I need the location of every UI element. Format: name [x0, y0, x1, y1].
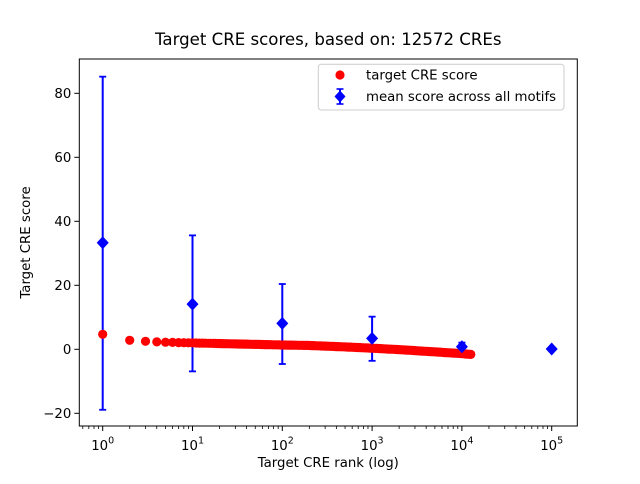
- x-tick-label: 105: [540, 436, 563, 455]
- y-axis-ticks: −20 0 20 40 60 80: [43, 87, 80, 422]
- mean-score-diamond: [96, 236, 109, 250]
- y-tick-label: 60: [54, 151, 71, 166]
- x-axis-ticks: 100 101 102 103 104 105: [82, 426, 563, 455]
- y-axis-label: Target CRE score: [19, 186, 34, 299]
- y-tick-label: 80: [54, 87, 71, 102]
- legend-frame: [317, 63, 565, 111]
- target-score-point: [98, 329, 108, 339]
- mean-score-diamond: [186, 297, 199, 311]
- x-tick-label: 100: [91, 436, 114, 455]
- y-tick-label: 0: [63, 343, 71, 358]
- chart-title: Target CRE scores, based on: 12572 CREs: [154, 30, 501, 49]
- legend-mean-score-marker-icon: [334, 88, 346, 105]
- y-tick-label: 40: [54, 215, 71, 230]
- mean-score-diamond: [366, 331, 379, 345]
- target-score-point: [125, 335, 135, 345]
- target-score-point: [160, 337, 171, 347]
- mean-score-diamond: [545, 342, 558, 356]
- plot-frame: [78, 58, 578, 427]
- target-score-point: [466, 349, 476, 359]
- x-tick-label: 103: [361, 436, 384, 455]
- mean-score-diamond: [455, 340, 468, 354]
- target-score-point: [152, 337, 162, 347]
- target-score-points: [98, 329, 476, 359]
- legend-label-mean-score: mean score across all motifs: [366, 90, 556, 105]
- legend-label-target-score: target CRE score: [366, 69, 478, 84]
- x-tick-label: 104: [450, 436, 473, 455]
- legend-target-score-marker-icon: [335, 70, 345, 80]
- x-tick-label: 102: [271, 436, 294, 455]
- mean-errorbars: [99, 75, 556, 411]
- mean-score-diamond: [276, 316, 289, 330]
- legend: target CRE score mean score across all m…: [317, 63, 565, 111]
- y-tick-label: −20: [43, 407, 71, 422]
- x-axis-label: Target CRE rank (log): [257, 456, 399, 471]
- target-score-point: [140, 336, 151, 346]
- y-tick-label: 20: [54, 279, 71, 294]
- mean-diamond-markers: [96, 236, 558, 356]
- x-tick-label: 101: [181, 436, 204, 455]
